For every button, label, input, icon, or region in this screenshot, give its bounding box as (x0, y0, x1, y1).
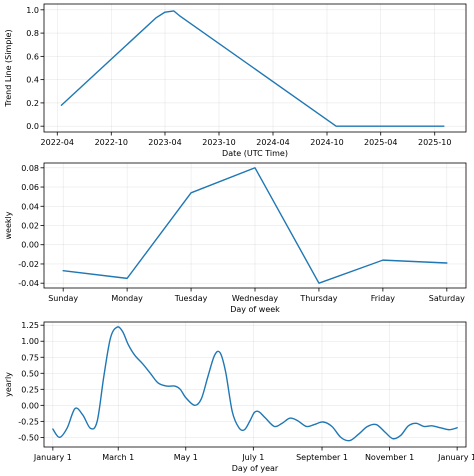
trend-chart: 2022-04 2022-10 2023-04 2023-10 2024-04 2024-… (4, 3, 467, 158)
yearly-x-tick-label: July 1 (241, 453, 264, 462)
yearly-y-tick-label: -0.25 (18, 417, 39, 426)
yearly-x-tick-label: January 1 (437, 453, 474, 462)
trend-x-tick-label: 2024-04 (256, 138, 289, 147)
trend-y-tick-label: 1.0 (26, 6, 39, 15)
weekly-x-tick-label: Wednesday (232, 294, 279, 303)
trend-x-tick-label: 2023-04 (148, 138, 181, 147)
weekly-y-tick-label: -0.04 (18, 279, 39, 288)
weekly-y-tick-label: 0.08 (21, 164, 39, 173)
yearly-y-tick-label: 0.25 (21, 385, 39, 394)
trend-y-tick-label: 0.6 (26, 52, 39, 61)
trend-x-tick-label: 2023-10 (202, 138, 235, 147)
trend-y-tick-label: 0.8 (26, 29, 39, 38)
yearly-x-tick-label: January 1 (33, 453, 72, 462)
weekly-x-tick-label: Thursday (299, 294, 337, 303)
trend-x-tick-label: 2024-10 (310, 138, 343, 147)
trend-x-tick-label: 2025-10 (418, 138, 451, 147)
weekly-y-tick-label: 0.02 (21, 222, 39, 231)
weekly-chart: Sunday Monday Tuesday Wednesday Thursday Frid… (4, 162, 467, 314)
yearly-y-tick-label: 0.00 (21, 401, 39, 410)
weekly-y-tick-label: 0.06 (21, 183, 39, 192)
yearly-y-tick-label: -0.50 (18, 433, 39, 442)
weekly-x-tick-label: Saturday (429, 294, 465, 303)
weekly-x-axis-label: Day of week (230, 305, 280, 314)
weekly-y-tick-label: 0.00 (21, 241, 39, 250)
yearly-x-axis-label: Day of year (232, 464, 279, 473)
weekly-x-tick-label: Sunday (48, 294, 78, 303)
weekly-x-tick-label: Monday (111, 294, 143, 303)
weekly-y-axis-label: weekly (4, 211, 13, 239)
yearly-chart: January 1 March 1 May 1 July 1 September 1 No… (4, 321, 474, 473)
trend-series-line (60, 10, 445, 127)
yearly-x-tick-label: September 1 (296, 453, 348, 462)
trend-y-tick-label: 0.0 (26, 122, 39, 131)
trend-x-tick-label: 2025-04 (364, 138, 397, 147)
trend-y-tick-label: 0.4 (26, 76, 39, 85)
yearly-y-tick-label: 0.75 (21, 353, 39, 362)
yearly-y-tick-label: 0.50 (21, 369, 39, 378)
trend-y-axis-label: Trend Line (Simple) (4, 29, 13, 107)
trend-x-tick-label: 2022-10 (95, 138, 128, 147)
trend-y-tick-label: 0.2 (26, 99, 39, 108)
yearly-x-tick-label: May 1 (174, 453, 198, 462)
yearly-series-line (52, 326, 458, 442)
weekly-y-tick-label: -0.02 (18, 260, 39, 269)
weekly-x-tick-label: Tuesday (174, 294, 208, 303)
trend-x-tick-label: 2022-04 (41, 138, 74, 147)
yearly-y-tick-label: 1.25 (21, 321, 39, 330)
yearly-axes-frame (43, 321, 467, 448)
yearly-x-tick-label: November 1 (365, 453, 414, 462)
yearly-y-tick-label: 1.00 (21, 337, 39, 346)
trend-axes-frame (43, 3, 467, 133)
weekly-x-tick-label: Friday (371, 294, 396, 303)
weekly-y-tick-label: 0.04 (21, 202, 39, 211)
yearly-y-axis-label: yearly (4, 372, 13, 397)
yearly-x-tick-label: March 1 (102, 453, 134, 462)
weekly-series-line (62, 167, 448, 284)
trend-x-axis-label: Date (UTC Time) (222, 149, 288, 158)
